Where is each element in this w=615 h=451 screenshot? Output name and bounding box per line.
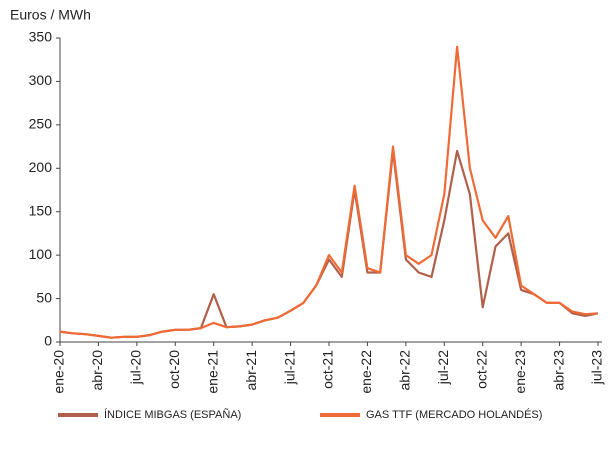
x-tick-label: oct-21 [320, 350, 336, 389]
x-tick-label: oct-20 [166, 350, 182, 389]
x-tick-label: oct-22 [473, 350, 489, 389]
x-tick-label: abr-21 [243, 350, 259, 391]
x-tick-label: abr-23 [550, 350, 566, 391]
x-tick-label: jul-22 [435, 350, 451, 385]
y-tick-label: 0 [44, 333, 52, 349]
legend-label: ÍNDICE MIBGAS (ESPAÑA) [104, 408, 241, 421]
y-tick-label: 150 [29, 202, 53, 218]
y-tick-label: 100 [29, 246, 53, 262]
y-tick-label: 50 [36, 289, 52, 305]
x-tick-label: ene-20 [51, 350, 67, 394]
x-tick-label: jul-20 [128, 350, 144, 385]
y-tick-label: 250 [29, 116, 53, 132]
x-tick-label: ene-23 [512, 350, 528, 394]
series-line [59, 45, 599, 339]
x-tick-label: ene-21 [204, 350, 220, 394]
y-tick-label: 300 [29, 72, 53, 88]
x-tick-label: jul-21 [281, 350, 297, 385]
legend-label: GAS TTF (MERCADO HOLANDÉS) [366, 408, 542, 421]
series-line [59, 149, 599, 339]
y-tick-label: 200 [29, 159, 53, 175]
x-tick-label: abr-20 [89, 350, 105, 391]
x-tick-label: abr-22 [397, 350, 413, 391]
x-tick-label: jul-23 [589, 350, 605, 385]
y-axis-label: Euros / MWh [10, 7, 91, 23]
x-tick-label: ene-22 [358, 350, 374, 394]
y-tick-label: 350 [29, 29, 53, 45]
